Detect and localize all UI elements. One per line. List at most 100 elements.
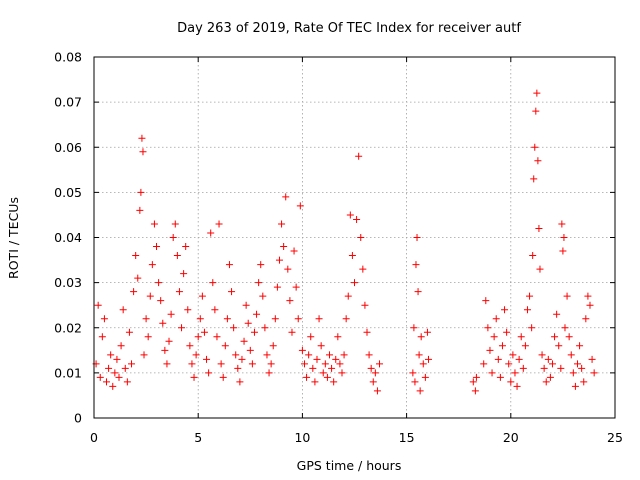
y-axis-label: ROTI / TECUs [6, 197, 21, 279]
data-point [123, 378, 131, 386]
data-point [469, 378, 477, 386]
data-point [255, 279, 263, 287]
data-point [584, 292, 592, 300]
data-point [215, 220, 223, 228]
data-point [138, 134, 146, 142]
data-point [107, 351, 115, 359]
data-point [530, 175, 538, 183]
data-point [519, 364, 527, 372]
y-tick-label: 0.05 [54, 185, 82, 200]
data-point [267, 360, 275, 368]
data-point [286, 297, 294, 305]
data-point [148, 261, 156, 269]
data-point [311, 378, 319, 386]
data-point [186, 342, 194, 350]
data-point [228, 288, 236, 296]
data-point [417, 333, 425, 341]
x-tick-label: 10 [294, 430, 310, 445]
data-point [328, 364, 336, 372]
data-point [200, 328, 208, 336]
data-point [561, 324, 569, 332]
data-point [586, 301, 594, 309]
data-point [346, 211, 354, 219]
data-point [298, 346, 306, 354]
data-point [590, 369, 598, 377]
data-point [180, 270, 188, 278]
data-point [307, 333, 315, 341]
data-point [488, 369, 496, 377]
data-point [578, 364, 586, 372]
data-point [321, 360, 329, 368]
data-point [413, 234, 421, 241]
data-point [305, 351, 313, 359]
data-point [173, 252, 181, 260]
data-point [128, 360, 136, 368]
data-point [580, 378, 588, 386]
data-point [496, 373, 504, 381]
data-point [528, 324, 536, 332]
data-point [294, 315, 302, 323]
data-point [582, 315, 590, 323]
data-point [253, 310, 261, 318]
data-point [119, 306, 127, 314]
data-point [192, 351, 200, 359]
data-point [213, 333, 221, 341]
data-points [92, 89, 598, 395]
y-tick-label: 0.08 [54, 50, 82, 65]
data-point [409, 369, 417, 377]
data-point [373, 387, 381, 395]
data-point [361, 301, 369, 309]
data-point [490, 333, 498, 341]
data-point [205, 369, 213, 377]
data-point [536, 265, 544, 273]
y-tick-label: 0.06 [54, 140, 82, 155]
data-point [414, 288, 422, 296]
data-point [303, 373, 311, 381]
data-point [332, 355, 340, 363]
data-point [271, 315, 279, 323]
data-point [576, 342, 584, 350]
data-point [263, 351, 271, 359]
x-tick-label: 0 [90, 430, 98, 445]
y-tick-label: 0.01 [54, 365, 82, 380]
data-point [369, 378, 377, 386]
data-point [494, 355, 502, 363]
data-point [573, 360, 581, 368]
data-point [486, 346, 494, 354]
data-point [482, 297, 490, 305]
axis-ticks: 0 5 10 15 20 25 0 0.01 0.02 0.03 0.04 0.05 0.06 0.07 0… [54, 50, 623, 446]
data-point [219, 373, 227, 381]
data-point [423, 328, 431, 336]
data-point [109, 382, 117, 390]
data-point [125, 328, 133, 336]
data-point [155, 279, 163, 287]
data-point [513, 382, 521, 390]
data-point [259, 292, 267, 300]
data-point [526, 292, 534, 300]
data-point [130, 288, 138, 296]
data-point [167, 310, 175, 318]
data-point [319, 369, 327, 377]
data-point [242, 301, 250, 309]
data-point [559, 247, 567, 255]
data-point [288, 328, 296, 336]
data-point [348, 252, 356, 260]
data-point [501, 306, 509, 314]
data-point [515, 355, 523, 363]
data-point [207, 229, 215, 237]
data-point [534, 157, 542, 165]
data-point [323, 373, 331, 381]
data-point [203, 355, 211, 363]
data-point [98, 333, 106, 341]
data-point [553, 310, 561, 318]
data-point [196, 315, 204, 323]
data-point [146, 292, 154, 300]
data-point [171, 220, 179, 228]
data-point [139, 148, 147, 156]
data-point [269, 342, 277, 350]
data-point [132, 252, 140, 260]
data-point [367, 364, 375, 372]
data-point [300, 360, 308, 368]
data-point [178, 324, 186, 332]
